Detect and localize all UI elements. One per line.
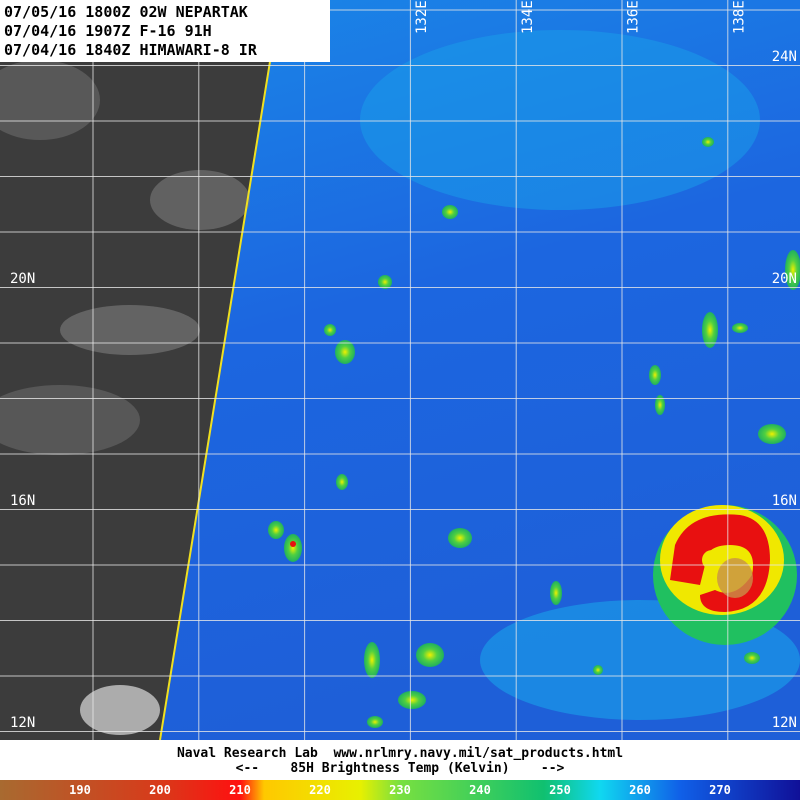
- colorbar-label: 220: [309, 783, 331, 797]
- legend-title: <-- 85H Brightness Temp (Kelvin) -->: [236, 761, 565, 776]
- lat-label: 16N: [772, 493, 797, 509]
- lat-label: 24N: [772, 49, 797, 65]
- credit: Naval Research Lab www.nrlmry.navy.mil/s…: [177, 746, 623, 761]
- colorbar-label: 230: [389, 783, 411, 797]
- imagery: [0, 0, 800, 741]
- colorbar-label: 200: [149, 783, 171, 797]
- colorbar: [0, 780, 800, 800]
- lon-label: 136E: [626, 0, 642, 34]
- lon-label: 134E: [520, 0, 536, 34]
- lon-label: 138E: [731, 0, 747, 34]
- latitude-labels-right: 24N 20N 16N 12N: [772, 49, 797, 731]
- lon-label: 132E: [414, 0, 430, 34]
- header-box: [0, 0, 330, 62]
- lat-label: 12N: [772, 715, 797, 731]
- header-line: 07/04/16 1907Z F-16 91H: [4, 22, 212, 40]
- colorbar-label: 270: [709, 783, 731, 797]
- lat-label: 16N: [10, 493, 35, 509]
- lat-label: 20N: [10, 271, 35, 287]
- lat-label: 20N: [772, 271, 797, 287]
- colorbar-label: 250: [549, 783, 571, 797]
- colorbar-label: 210: [229, 783, 251, 797]
- colorbar-labels: 190 200 210 220 230 240 250 260 270: [69, 783, 731, 797]
- graticule: [0, 0, 800, 740]
- footer-box: [0, 740, 800, 780]
- colorbar-label: 240: [469, 783, 491, 797]
- typhoon: [653, 505, 797, 645]
- latitude-labels-left: 20N 16N 12N: [10, 271, 35, 731]
- colorbar-label: 190: [69, 783, 91, 797]
- header-line: 07/04/16 1840Z HIMAWARI-8 IR: [4, 41, 258, 59]
- lat-label: 12N: [10, 715, 35, 731]
- colorbar-label: 260: [629, 783, 651, 797]
- header-line: 07/05/16 1800Z 02W NEPARTAK: [4, 3, 248, 21]
- longitude-labels: 132E 134E 136E 138E: [414, 0, 747, 34]
